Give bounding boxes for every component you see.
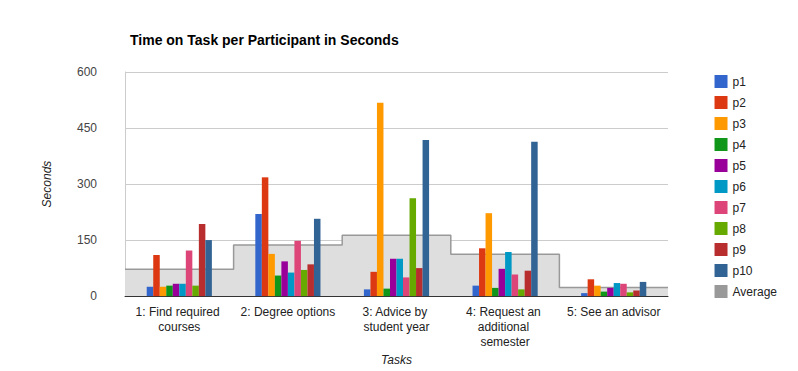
svg-text:Average: Average: [733, 285, 778, 299]
svg-text:p2: p2: [733, 96, 747, 110]
svg-text:p8: p8: [733, 222, 747, 236]
svg-text:p10: p10: [733, 264, 753, 278]
svg-text:2: Degree options: 2: Degree options: [241, 305, 336, 319]
svg-text:300: 300: [77, 177, 97, 191]
svg-text:5: See an advisor: 5: See an advisor: [567, 305, 660, 319]
svg-text:1: Find required: 1: Find required: [136, 305, 223, 319]
svg-text:Time on Task per Participant i: Time on Task per Participant in Seconds: [130, 32, 399, 48]
svg-text:Seconds: Seconds: [40, 161, 54, 208]
svg-text:p7: p7: [733, 201, 747, 215]
svg-text:p6: p6: [733, 180, 747, 194]
svg-text:courses: courses: [158, 320, 200, 334]
svg-text:150: 150: [77, 233, 97, 247]
svg-text:3: Advice by: 3: Advice by: [362, 305, 430, 319]
svg-text:p3: p3: [733, 117, 747, 131]
svg-text:p4: p4: [733, 138, 747, 152]
svg-text:additional: additional: [478, 320, 533, 334]
svg-text:p5: p5: [733, 159, 747, 173]
svg-text:600: 600: [77, 65, 97, 79]
svg-text:p1: p1: [733, 75, 747, 89]
svg-text:4: Request an: 4: Request an: [466, 305, 544, 319]
svg-text:student year: student year: [363, 320, 429, 334]
svg-text:Tasks: Tasks: [381, 353, 412, 367]
svg-text:semester: semester: [480, 335, 529, 349]
svg-text:p9: p9: [733, 243, 747, 257]
svg-text:0: 0: [90, 289, 97, 303]
svg-text:450: 450: [77, 121, 97, 135]
